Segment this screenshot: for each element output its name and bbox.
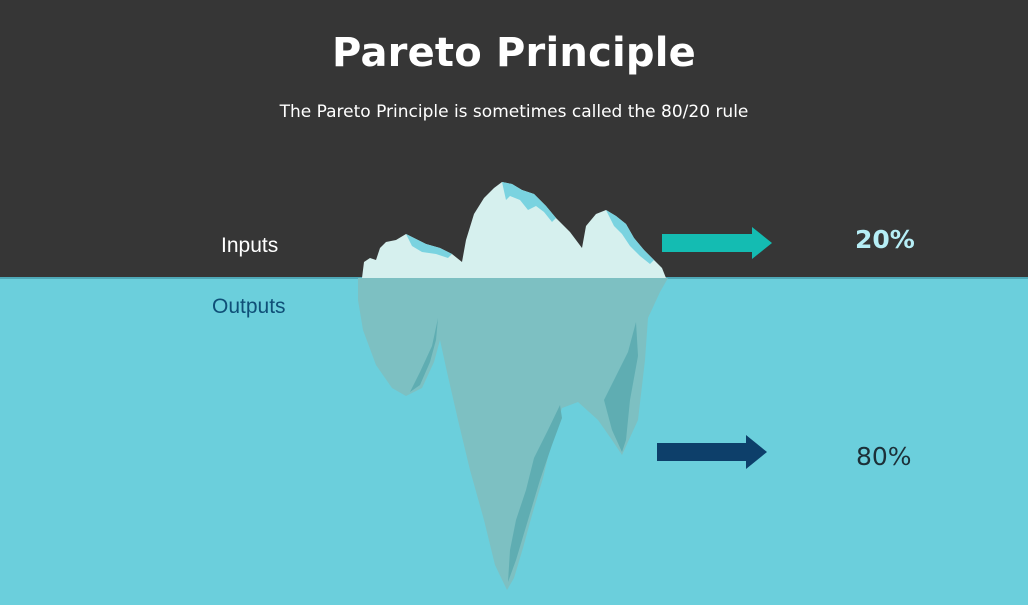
iceberg-shadow [604, 322, 638, 452]
ice-highlight [406, 234, 452, 258]
iceberg-underwater [358, 278, 668, 590]
iceberg-shadow [508, 405, 562, 582]
iceberg-icon [358, 182, 668, 590]
ice-highlight [606, 210, 654, 264]
inputs-label: Inputs [221, 234, 279, 257]
right-arrow-icon [657, 435, 767, 469]
page-subtitle: The Pareto Principle is sometimes called… [279, 102, 749, 122]
outputs-label: Outputs [212, 295, 286, 318]
ice-highlight [502, 182, 556, 222]
inputs-percentage: 20% [855, 225, 915, 254]
right-arrow-icon [662, 227, 772, 259]
page-title: Pareto Principle [332, 30, 696, 76]
outputs-percentage: 80% [856, 442, 912, 471]
